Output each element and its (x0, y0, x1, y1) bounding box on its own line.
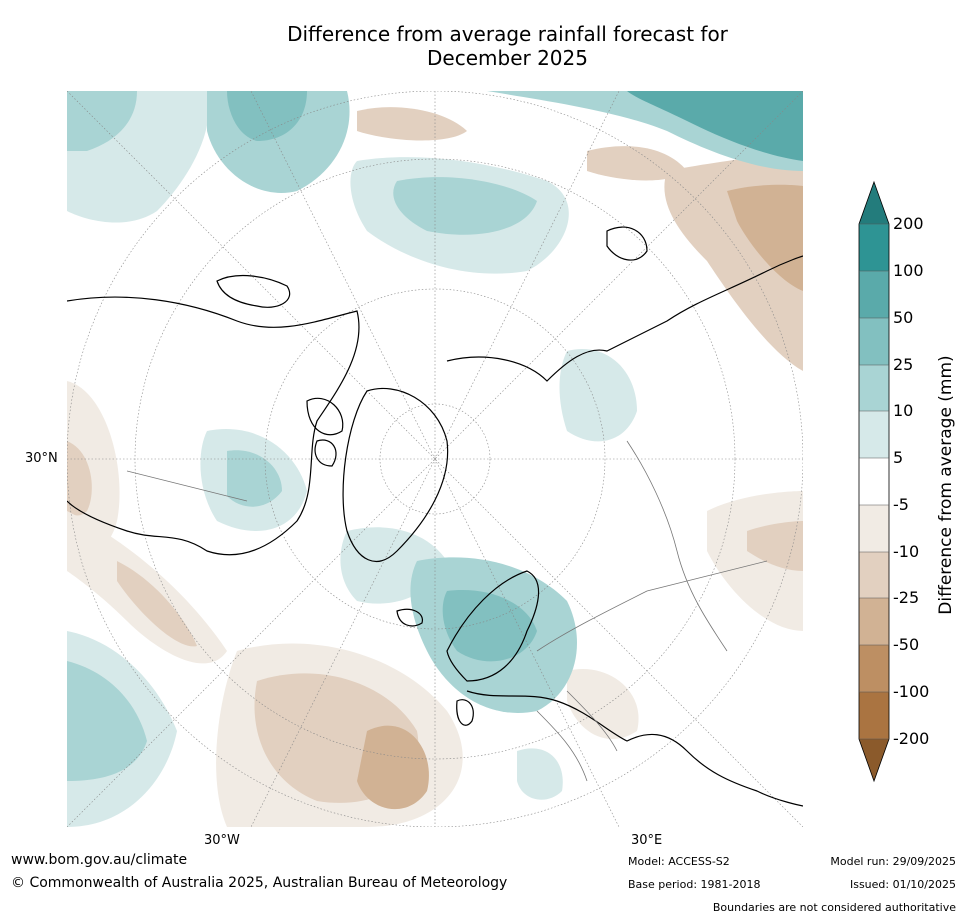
colorbar-bin-5-10 (859, 411, 889, 458)
colorbar-dividers (859, 223, 889, 740)
lon-label-30w: 30°W (204, 833, 240, 848)
model-text: Model: ACCESS-S2 (628, 855, 730, 868)
wet-region-east-atlantic-south-core (67, 661, 147, 781)
wet-region-europe-north (559, 349, 637, 442)
country-borders (126, 440, 768, 782)
colorbar-label: Difference from average (mm) (936, 355, 956, 615)
dry-region-iberia (357, 725, 429, 810)
lat-label-30n: 30°N (25, 451, 58, 466)
colorbar-bin-m100-m200 (859, 692, 889, 739)
issued-text: Issued: 01/10/2025 (849, 878, 956, 891)
dry-anomaly-regions (67, 107, 803, 827)
greenland-coast (342, 387, 449, 562)
north-america-coast (67, 296, 360, 556)
colorbar-outline (858, 180, 890, 783)
graticule-circle-60n (264, 288, 606, 630)
border-central-asia (626, 440, 728, 652)
disclaimer-text: Boundaries are not considered authoritat… (712, 901, 956, 914)
wet-region-east-med (517, 748, 563, 800)
colorbar-bin-25-50 (859, 318, 889, 365)
dry-region-north-pacific (357, 107, 467, 141)
colorbar-bin-100-200 (859, 224, 889, 271)
map-canvas (67, 91, 803, 827)
graticule (67, 91, 803, 827)
chart-title: Difference from average rainfall forecas… (0, 22, 965, 70)
colorbar-extend-high (859, 182, 889, 224)
model-run-text: Model run: 29/09/2025 (830, 855, 956, 868)
title-line-1: Difference from average rainfall forecas… (287, 22, 728, 46)
lon-label-30e: 30°E (631, 833, 663, 848)
colorbar-bin-10-25 (859, 365, 889, 411)
wet-region-arctic-pacific-core (393, 177, 537, 235)
colorbar-tick: -5 (893, 495, 909, 514)
rainfall-anomaly-map (67, 91, 803, 827)
website-link[interactable]: www.bom.gov.au/climate (11, 852, 188, 868)
colorbar-tick: -200 (893, 729, 930, 748)
colorbar-bin-50-100 (859, 271, 889, 318)
kamchatka-coast (606, 226, 648, 261)
scandinavia-coast (446, 570, 540, 682)
colorbar-tick: 50 (893, 308, 914, 327)
colorbar-tick: -10 (893, 542, 920, 561)
colorbar-tick: 25 (893, 355, 914, 374)
uk-coast (456, 699, 474, 726)
copyright-text: © Commonwealth of Australia 2025, Austra… (11, 875, 508, 891)
wet-region-canada-core (227, 450, 282, 507)
iceland-coast (396, 608, 423, 627)
border-europe (536, 690, 618, 782)
colorbar-tick: -25 (893, 588, 920, 607)
dry-region-west-atlantic-core (67, 441, 92, 516)
colorbar-bin-m50-m100 (859, 645, 889, 692)
wet-region-nordic-core (442, 590, 537, 662)
colorbar-tick: -100 (893, 682, 930, 701)
dry-region-mediterranean (567, 669, 639, 740)
title-line-2: December 2025 (427, 46, 588, 70)
colorbar-tick: -50 (893, 635, 920, 654)
wet-region-northeast-pacific-core (627, 91, 803, 161)
arctic-canada-islands (306, 397, 344, 467)
alaska-coast (216, 275, 291, 308)
coastlines (67, 226, 803, 807)
colorbar-tick: 100 (893, 261, 924, 280)
dry-region-siberia (587, 146, 687, 181)
dry-region-sw-america-core (117, 561, 197, 647)
border-canada-us (126, 470, 248, 502)
colorbar-bin-neutral (859, 458, 889, 505)
colorbar-extend-low (859, 739, 889, 781)
border-russia-west (536, 560, 768, 652)
wet-anomaly-regions (67, 91, 803, 827)
colorbar-tick: 5 (893, 448, 904, 467)
dry-region-east-asia-core (727, 184, 803, 291)
wet-region-bering-core (227, 91, 307, 141)
colorbar-bin-m25-m50 (859, 598, 889, 645)
eurasia-north-coast (446, 255, 803, 382)
colorbar-tick: 10 (893, 401, 914, 420)
wet-region-north-pacific-west-core (67, 91, 137, 151)
colorbar-tick: 200 (893, 214, 924, 233)
europe-coast (466, 690, 803, 807)
colorbar-bin-m10-m25 (859, 552, 889, 598)
dry-region-central-asia-core (747, 521, 803, 571)
colorbar-bin-m5-m10 (859, 505, 889, 552)
base-period-text: Base period: 1981-2018 (628, 878, 761, 891)
